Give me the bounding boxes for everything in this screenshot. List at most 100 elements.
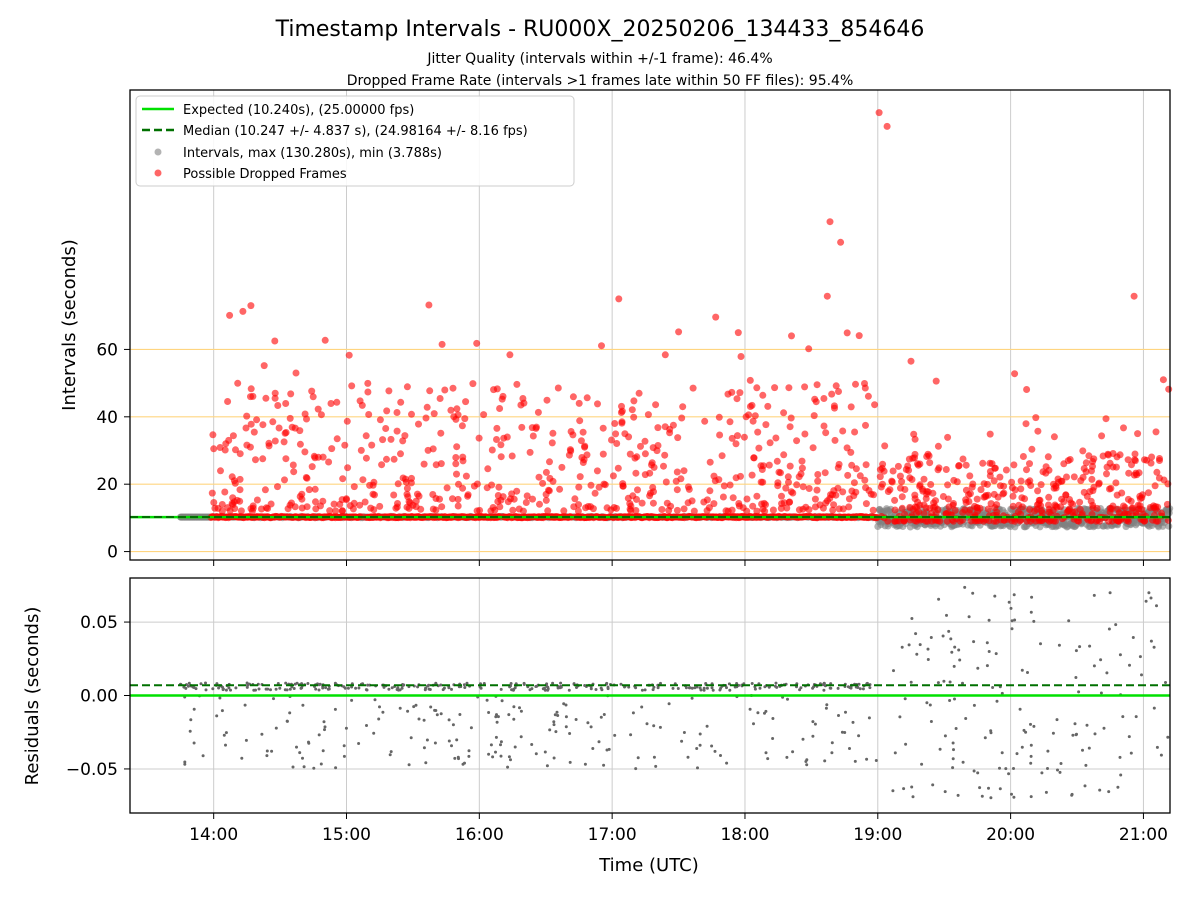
residual-point — [398, 688, 402, 692]
dropped-frame-point — [609, 472, 617, 480]
residual-point — [1030, 595, 1034, 599]
dropped-frame-point — [751, 412, 759, 420]
intervals-panel: 0 20 40 60 Intervals (seconds) Expected (10… — [59, 89, 1174, 566]
dropped-frame-point — [787, 414, 795, 422]
dropped-frame-point — [565, 451, 573, 459]
dropped-frame-point — [429, 491, 437, 498]
dropped-frame-point — [224, 398, 232, 405]
residual-point — [698, 732, 702, 736]
dropped-frame-point — [452, 454, 460, 461]
residual-point — [496, 715, 500, 719]
dropped-frame-point — [379, 436, 387, 444]
legend-expected-label: Expected (10.240s), (25.00000 fps) — [183, 103, 414, 118]
dropped-frame-point — [661, 423, 669, 431]
dropped-frame-point — [1099, 452, 1107, 460]
residual-point — [705, 724, 709, 728]
dropped-frame-point — [338, 507, 346, 515]
residual-point — [891, 789, 895, 793]
residual-point — [227, 686, 231, 690]
dropped-frame-point — [546, 474, 554, 482]
residual-point — [1147, 591, 1151, 595]
chart-subtitle-jitter: Jitter Quality (intervals within +/-1 fr… — [426, 51, 772, 67]
dropped-frame-point — [271, 389, 279, 397]
residual-point — [602, 763, 606, 767]
dropped-frame-point — [542, 496, 550, 504]
dropped-frame-point — [464, 492, 472, 500]
residual-point — [506, 765, 510, 769]
residual-point — [323, 725, 327, 729]
dropped-frame-point — [383, 455, 390, 463]
dropped-frame-point — [891, 506, 899, 514]
residual-point — [552, 756, 556, 760]
dropped-frame-point — [459, 484, 467, 492]
residual-point — [274, 687, 278, 691]
dropped-frame-point — [625, 433, 633, 441]
dropped-frame-point — [281, 476, 288, 484]
dropped-frame-point — [652, 401, 660, 409]
residual-point — [1074, 676, 1078, 679]
dropped-frame-point — [1018, 494, 1026, 502]
residual-point — [613, 733, 617, 737]
dropped-frame-point — [259, 421, 267, 429]
residual-point — [463, 686, 467, 689]
dropped-frame-point — [633, 453, 641, 461]
dropped-frame-point — [632, 469, 640, 477]
dropped-frame-point — [832, 382, 840, 390]
dropped-frame-point — [275, 424, 283, 432]
residual-point — [1119, 773, 1123, 777]
dropped-frame-point — [269, 418, 277, 426]
residual-point — [1007, 772, 1011, 776]
dropped-frame-point — [835, 388, 842, 395]
residual-point — [1029, 761, 1033, 765]
residual-point — [322, 720, 326, 724]
dropped-frame-point — [759, 391, 767, 399]
dropped-frame-point — [916, 482, 924, 490]
residual-point — [491, 755, 495, 759]
dropped-frame-point — [301, 448, 309, 456]
x-axis-label: Time (UTC) — [598, 855, 699, 876]
dropped-frame-point — [820, 422, 828, 430]
dropped-frame-point — [1042, 463, 1050, 471]
dropped-frame-point — [1090, 455, 1098, 463]
dropped-frame-point — [785, 478, 792, 486]
dropped-frame-point — [780, 499, 788, 507]
dropped-frame-point — [420, 460, 428, 468]
residual-point — [439, 683, 443, 687]
dropped-frame-point — [221, 488, 229, 496]
x-tick-label: 17:00 — [588, 825, 637, 845]
residual-point — [183, 762, 187, 766]
residual-point — [804, 760, 808, 763]
residual-point — [1121, 715, 1125, 719]
y-tick-label: 0.05 — [80, 613, 118, 633]
residual-point — [489, 743, 493, 747]
residuals-points — [179, 585, 1170, 800]
residual-point — [951, 757, 955, 761]
dropped-frame-point — [1050, 517, 1058, 525]
dropped-frame-point — [356, 501, 364, 509]
dropped-frame-point — [601, 481, 609, 489]
residual-point — [851, 720, 855, 724]
dropped-frame-point — [786, 423, 794, 431]
dropped-frame-point — [700, 498, 708, 506]
residual-point — [317, 733, 321, 737]
dropped-frame-point — [385, 387, 393, 395]
dropped-frame-point — [851, 428, 859, 436]
dropped-frame-point — [536, 500, 543, 508]
dropped-frame-point — [990, 477, 998, 485]
residual-point — [1127, 735, 1131, 739]
residual-point — [1077, 690, 1081, 694]
dropped-frame-point — [1002, 466, 1010, 474]
dropped-frame-point — [312, 498, 319, 506]
dropped-frame-point — [1095, 479, 1103, 487]
dropped-frame-point — [454, 411, 462, 419]
dropped-frame-point — [286, 414, 294, 422]
dropped-frame-point — [560, 507, 568, 515]
dropped-frame-point — [805, 506, 813, 514]
dropped-frame-point — [598, 342, 605, 350]
residual-point — [711, 688, 715, 692]
dropped-frame-point — [328, 445, 336, 453]
dropped-frame-point — [242, 424, 250, 432]
dropped-frame-point — [312, 505, 320, 513]
dropped-frame-point — [953, 478, 961, 486]
dropped-frame-point — [788, 332, 795, 340]
